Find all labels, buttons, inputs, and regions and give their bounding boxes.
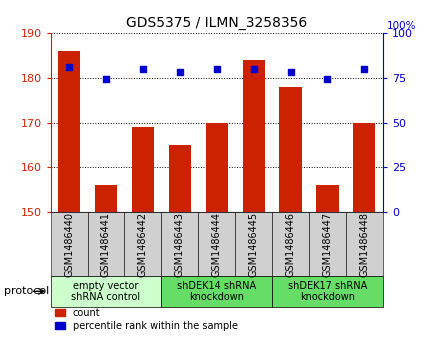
Text: GSM1486442: GSM1486442 [138,212,148,277]
Point [324,77,331,82]
Text: GSM1486444: GSM1486444 [212,212,222,277]
Text: GSM1486447: GSM1486447 [323,212,333,277]
Text: GSM1486443: GSM1486443 [175,212,185,277]
Text: GSM1486445: GSM1486445 [249,212,259,277]
Point [176,69,183,75]
Bar [205,122,228,212]
Point [66,64,73,70]
Text: shDEK14 shRNA
knockdown: shDEK14 shRNA knockdown [177,281,256,302]
Bar [132,127,154,212]
Point [361,66,368,72]
Bar [95,185,117,212]
Text: shDEK17 shRNA
knockdown: shDEK17 shRNA knockdown [288,281,367,302]
Point [250,66,257,72]
Bar [316,185,338,212]
Bar [353,122,375,212]
Bar [279,86,301,212]
Text: protocol: protocol [4,286,50,296]
Bar [169,145,191,212]
Bar [242,60,265,212]
Text: empty vector
shRNA control: empty vector shRNA control [71,281,140,302]
Point [139,66,147,72]
Text: GSM1486446: GSM1486446 [286,212,296,277]
Title: GDS5375 / ILMN_3258356: GDS5375 / ILMN_3258356 [126,16,307,30]
Text: GSM1486448: GSM1486448 [359,212,369,277]
Legend: count, percentile rank within the sample: count, percentile rank within the sample [55,308,238,331]
Text: 100%: 100% [387,21,417,31]
Point [287,69,294,75]
Text: GSM1486441: GSM1486441 [101,212,111,277]
Bar [58,50,80,212]
Point [213,66,220,72]
Point [103,77,110,82]
Text: GSM1486440: GSM1486440 [64,212,74,277]
